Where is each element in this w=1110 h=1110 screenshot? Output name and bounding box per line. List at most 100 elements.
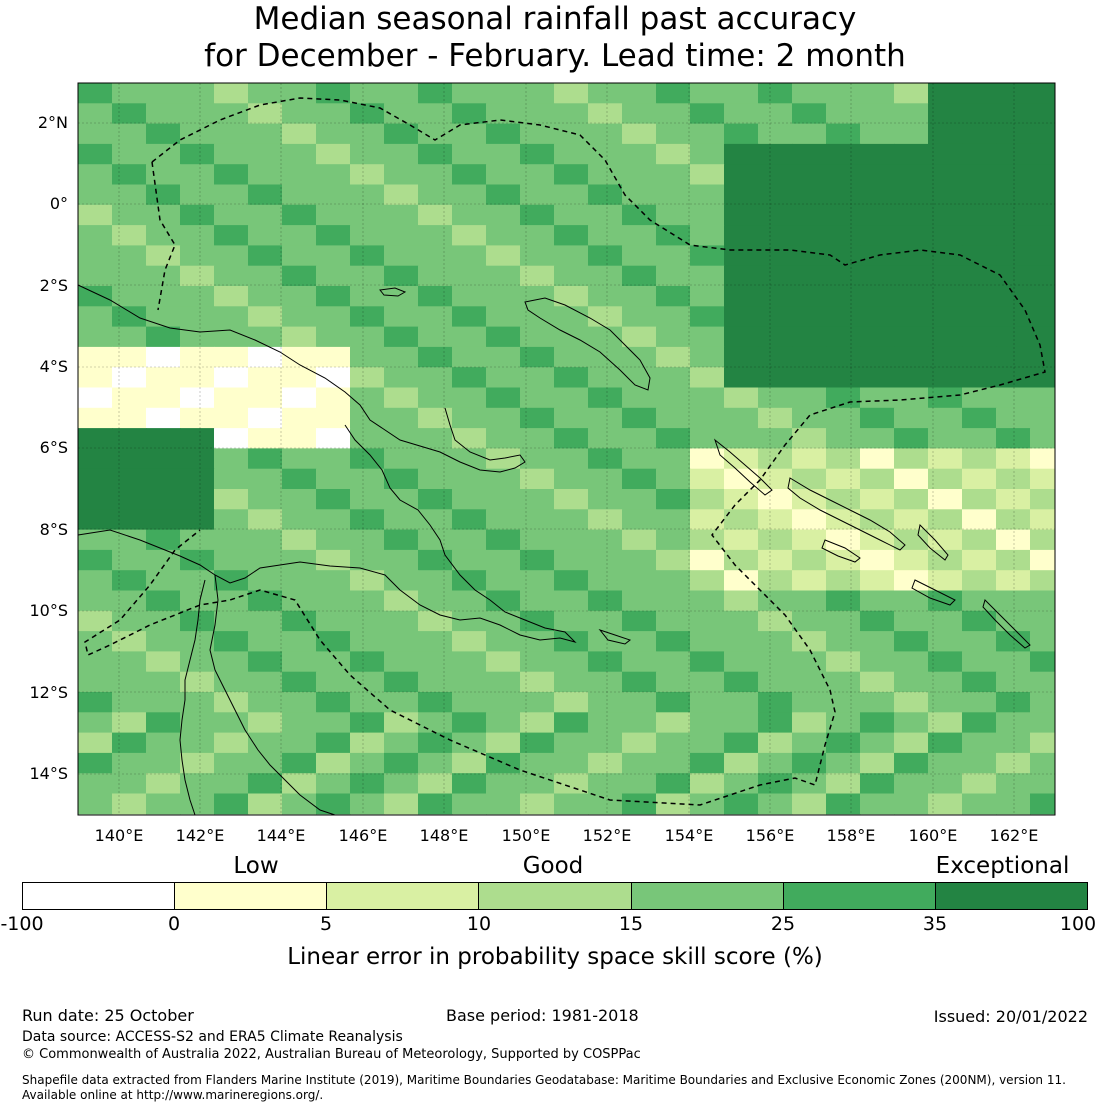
- grid-cell: [452, 468, 487, 490]
- cape-york-east-coast: [209, 574, 336, 816]
- copyright-notice: © Commonwealth of Australia 2022, Austra…: [22, 1047, 641, 1062]
- grid-cell: [792, 407, 827, 429]
- grid-cell: [180, 123, 215, 145]
- grid-cell: [486, 448, 521, 470]
- grid-cell: [214, 651, 249, 673]
- grid-cell: [520, 651, 555, 673]
- grid-cell: [724, 590, 759, 612]
- grid-cell: [962, 468, 997, 490]
- grid-cell: [350, 712, 385, 734]
- grid-cell: [826, 428, 861, 449]
- grid-cell: [452, 773, 487, 794]
- colorbar-category-exceptional: Exceptional: [935, 853, 1070, 879]
- grid-cell: [180, 448, 215, 470]
- grid-cell: [758, 204, 793, 226]
- grid-cell: [520, 164, 555, 185]
- grid-cell: [894, 529, 929, 551]
- colorbar-swatch: [174, 883, 327, 909]
- grid-cell: [860, 590, 895, 612]
- grid-cell: [928, 407, 963, 429]
- grid-cell: [690, 671, 725, 693]
- grid-cell: [724, 326, 759, 348]
- grid-cell: [826, 489, 861, 510]
- grid-cell: [962, 225, 997, 246]
- grid-cell: [554, 489, 589, 510]
- grid-cell: [622, 204, 657, 226]
- grid-cell: [996, 286, 1031, 307]
- grid-cell: [860, 387, 895, 409]
- grid-cell: [622, 103, 657, 125]
- grid-cell: [894, 326, 929, 348]
- grid-cell: [826, 164, 861, 185]
- grid-cell: [996, 793, 1031, 815]
- grid-cell: [656, 164, 691, 185]
- grid-cell: [792, 225, 827, 246]
- grid-cell: [826, 103, 861, 125]
- grid-cell: [894, 732, 929, 754]
- grid-cell: [588, 225, 623, 246]
- grid-cell: [316, 529, 351, 551]
- grid-cell: [520, 387, 555, 409]
- grid-cell: [214, 346, 249, 368]
- grid-cell: [826, 468, 861, 490]
- grid-cell: [248, 83, 283, 104]
- grid-cell: [554, 143, 589, 165]
- grid-cell: [350, 590, 385, 612]
- grid-cell: [826, 570, 861, 591]
- grid-cell: [384, 326, 419, 348]
- grid-cell: [384, 549, 419, 571]
- grid-cell: [996, 468, 1031, 490]
- grid-cell: [554, 123, 589, 145]
- grid-cell: [384, 712, 419, 734]
- grid-cell: [656, 671, 691, 693]
- grid-cell: [282, 752, 317, 774]
- grid-cell: [78, 671, 113, 693]
- grid-cell: [962, 752, 997, 774]
- grid-cell: [112, 549, 147, 571]
- grid-cell: [248, 712, 283, 734]
- grid-cell: [78, 225, 113, 246]
- grid-cell: [316, 306, 351, 328]
- grid-cell: [894, 752, 929, 774]
- grid-cell: [588, 407, 623, 429]
- grid-cell: [588, 428, 623, 449]
- grid-cell: [316, 752, 351, 774]
- grid-cell: [520, 549, 555, 571]
- grid-cell: [248, 610, 283, 632]
- grid-cell: [350, 83, 385, 104]
- colorbar-category-good: Good: [522, 853, 584, 879]
- grid-cell: [860, 367, 895, 388]
- grid-cell: [928, 752, 963, 774]
- grid-cell: [520, 570, 555, 591]
- grid-cell: [316, 184, 351, 206]
- grid-cell: [826, 245, 861, 267]
- grid-cell: [724, 225, 759, 246]
- grid-cell: [622, 83, 657, 104]
- grid-cell: [112, 773, 147, 794]
- grid-cell: [350, 692, 385, 713]
- grid-cell: [962, 387, 997, 409]
- grid-cell: [894, 83, 929, 104]
- grid-cell: [826, 509, 861, 531]
- grid-cell: [860, 123, 895, 145]
- grid-cell: [316, 468, 351, 490]
- grid-cell: [180, 590, 215, 612]
- grid-cell: [758, 793, 793, 815]
- grid-cell: [146, 570, 181, 591]
- grid-cell: [656, 407, 691, 429]
- grid-cell: [180, 367, 215, 388]
- grid-cell: [248, 103, 283, 125]
- grid-cell: [146, 631, 181, 652]
- grid-cell: [384, 286, 419, 307]
- colorbar-category-low: Low: [233, 853, 279, 879]
- grid-cell: [384, 529, 419, 551]
- grid-cell: [860, 164, 895, 185]
- grid-cell: [826, 225, 861, 246]
- grid-cell: [894, 245, 929, 267]
- grid-cell: [316, 103, 351, 125]
- grid-cell: [282, 407, 317, 429]
- grid-cell: [350, 286, 385, 307]
- grid-cell: [316, 387, 351, 409]
- grid-cell: [826, 712, 861, 734]
- grid-cell: [248, 387, 283, 409]
